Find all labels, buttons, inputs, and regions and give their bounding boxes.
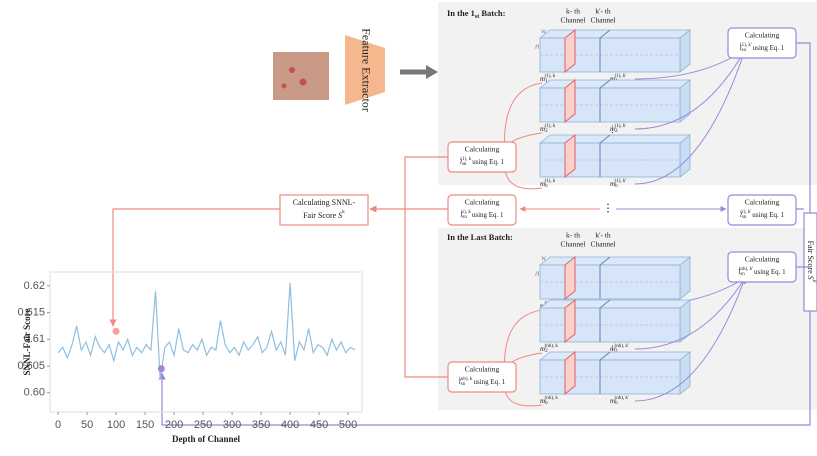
x-tick-label: 150 — [136, 419, 154, 431]
m-sup: (1), k' — [615, 179, 627, 184]
calc-sup: (1), k — [460, 157, 471, 162]
lesion — [282, 84, 287, 89]
cube-top — [540, 80, 690, 88]
arrow-head — [426, 65, 438, 79]
figure: Feature ExtractorIn the 1st Batch:k- thC… — [0, 0, 817, 456]
cube-side — [680, 352, 690, 394]
channel-header: k'- th — [595, 7, 611, 16]
cube-top — [540, 30, 690, 38]
calc-tail: using Eq. 1 — [472, 158, 504, 166]
snnl-text: Fair Score — [303, 211, 338, 220]
calc-sup: (r), k — [461, 210, 471, 215]
channel-k-slab — [565, 80, 575, 122]
snnl-sup: k — [342, 209, 345, 215]
calc-tail: using Eq. 1 — [754, 268, 786, 276]
x-tick-label: 450 — [310, 419, 328, 431]
x-tick-label: 100 — [107, 419, 125, 431]
channel-header: k- th — [566, 231, 580, 240]
calc-sup: (nb), k — [459, 377, 473, 382]
channel-header: Channel — [561, 240, 586, 249]
calc-sub: sn — [462, 162, 467, 167]
snnl-line1: Calculating SNNL- — [293, 198, 356, 207]
ellipsis: ⋮ — [608, 124, 617, 134]
x-tick-label: 300 — [223, 419, 241, 431]
dim-label: H — [534, 271, 540, 277]
channel-k-slab — [565, 30, 575, 72]
skin-image — [273, 52, 329, 100]
cube-top — [540, 257, 690, 265]
calc-title: Calculating — [465, 145, 500, 154]
calc-sub: sn — [740, 272, 745, 277]
channel-header: Channel — [561, 16, 586, 25]
calc-tail: using Eq. 1 — [472, 211, 504, 219]
x-tick-label: 50 — [81, 419, 93, 431]
fair-sup: k' — [811, 280, 817, 284]
x-tick-label: 350 — [252, 419, 270, 431]
calc-sub: sn — [461, 382, 466, 387]
panel-title-part: In the 1 — [447, 8, 475, 18]
x-tick-label: 200 — [165, 419, 183, 431]
m-sup: (nb), k — [545, 396, 559, 401]
calc-title: Calculating — [465, 198, 500, 207]
calc-sub: sn — [742, 215, 747, 220]
m-sup: (1), k' — [615, 74, 627, 79]
x-tick-label: 250 — [194, 419, 212, 431]
highlight-point — [113, 328, 120, 335]
channel-header: k'- th — [595, 231, 611, 240]
calc-sup: (1), k' — [740, 43, 752, 48]
calc-tail: using Eq. 1 — [474, 378, 506, 386]
x-axis-label: Depth of Channel — [172, 434, 241, 444]
panel-title-part: Batch: — [479, 8, 505, 18]
lesion — [289, 67, 295, 73]
channel-k-slab — [565, 300, 575, 342]
calc-tail: using Eq. 1 — [753, 44, 785, 52]
dim-label: H — [534, 44, 540, 50]
channel-header: Channel — [591, 240, 616, 249]
channel-k-slab — [565, 135, 575, 177]
panel-title: In the Last Batch: — [447, 232, 513, 242]
highlight-point — [158, 365, 165, 372]
panel-title-part: In the Last Batch: — [447, 232, 513, 242]
cube-top — [540, 135, 690, 143]
channel-header: k- th — [566, 7, 580, 16]
x-tick-label: 500 — [339, 419, 357, 431]
m-sup: (1), k — [545, 124, 556, 129]
y-tick-label: 0.60 — [24, 387, 45, 399]
calc-sup: (nb), k' — [739, 267, 753, 272]
m-sup: (nb), k — [545, 344, 559, 349]
calc-sub: sn — [462, 215, 467, 220]
y-axis-label: SNNL-Fair Score — [22, 309, 32, 376]
x-tick-label: 0 — [55, 419, 61, 431]
cube-side — [680, 30, 690, 72]
calc-title: Calculating — [745, 198, 780, 207]
calc-sup: (r), k' — [740, 210, 751, 215]
calc-sub: sn — [742, 48, 747, 53]
plot-frame — [50, 272, 362, 412]
y-tick-label: 0.62 — [24, 280, 45, 292]
cube-top — [540, 352, 690, 360]
channel-k-slab — [565, 257, 575, 299]
calc-title: Calculating — [745, 255, 780, 264]
cube-side — [680, 257, 690, 299]
fair-text: Fair Score — [806, 241, 815, 276]
lesion — [300, 79, 307, 86]
calc-tail: using Eq. 1 — [752, 211, 784, 219]
m-sup: (1), k — [545, 179, 556, 184]
m-sup: (1), k — [545, 74, 556, 79]
snnl-line2: Fair Score Sk — [303, 209, 345, 220]
extractor-label: Feature Extractor — [359, 28, 373, 112]
fair-label: Fair Score Sk' — [806, 241, 817, 284]
m-sup: (nb), k' — [615, 396, 629, 401]
series-line — [58, 283, 355, 379]
calc-title: Calculating — [465, 365, 500, 374]
cube-side — [680, 135, 690, 177]
channel-header: Channel — [591, 16, 616, 25]
arrow-pink — [113, 209, 280, 326]
x-tick-label: 400 — [281, 419, 299, 431]
ellipsis: ⋮ — [603, 203, 614, 215]
cube-top — [540, 300, 690, 308]
channel-k-slab — [565, 352, 575, 394]
calc-title: Calculating — [745, 31, 780, 40]
